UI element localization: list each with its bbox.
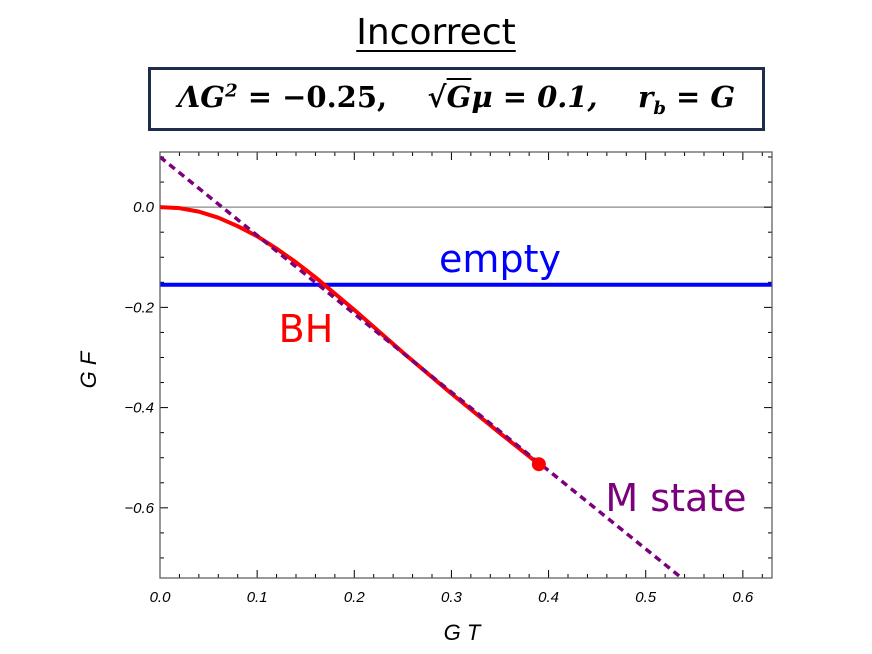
r-value: = G	[665, 79, 736, 114]
x-axis-label: G T	[444, 620, 482, 645]
sqrt-argument: G	[446, 79, 472, 114]
annotation-empty: empty	[439, 237, 561, 281]
r-subscript: b	[653, 97, 666, 119]
parameter-box: ΛG2 = −0.25, √Gμ = 0.1, rb = G	[148, 67, 765, 131]
y-tick-label: −0.2	[124, 299, 154, 316]
series-line-m-state	[160, 155, 683, 578]
x-tick-label: 0.0	[150, 589, 172, 606]
x-tick-label: 0.4	[538, 589, 559, 606]
plot-frame	[159, 151, 773, 579]
r-term: r	[638, 79, 654, 114]
parameter-formula: ΛG2 = −0.25, √Gμ = 0.1, rb = G	[178, 80, 735, 119]
annotation-m-state: M state	[605, 476, 746, 520]
series-group	[160, 155, 772, 578]
x-tick-label: 0.6	[732, 589, 754, 606]
bh-endpoint-marker	[531, 457, 546, 472]
sqrt-sign: √	[427, 79, 447, 114]
x-tick-label: 0.5	[635, 589, 657, 606]
chart-title: Incorrect	[356, 12, 516, 53]
annotation-bh: BH	[279, 307, 334, 351]
lambda-value: = −0.25,	[237, 79, 388, 114]
y-tick-label: −0.4	[124, 400, 154, 417]
x-tick-label: 0.1	[247, 589, 268, 606]
y-axis-label: G F	[76, 350, 101, 388]
x-tick-label: 0.2	[344, 589, 366, 606]
x-tick-label: 0.3	[441, 589, 463, 606]
lambda-term: ΛG	[177, 79, 226, 114]
y-tick-label: −0.6	[124, 500, 154, 517]
mu-term: μ = 0.1,	[471, 79, 598, 114]
lambda-exponent: 2	[225, 79, 238, 101]
y-tick-label: 0.0	[133, 199, 155, 216]
